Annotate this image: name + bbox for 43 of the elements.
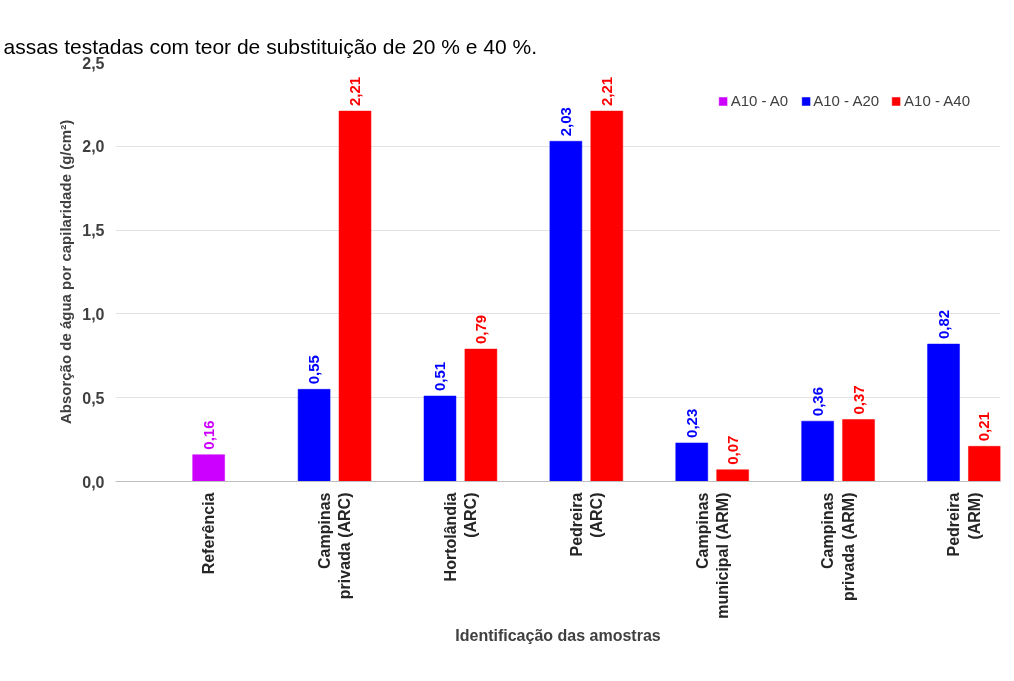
bar bbox=[423, 395, 457, 482]
data-label: 0,79 bbox=[471, 314, 489, 345]
x-tick-label: Campinas privada (ARM) bbox=[819, 492, 857, 601]
bar bbox=[590, 110, 624, 482]
data-label: 0,23 bbox=[682, 408, 700, 438]
x-tick-label: Referência bbox=[200, 492, 218, 575]
y-tick-label: 0,0 bbox=[82, 473, 105, 491]
x-tick-label: Campinas municipal (ARM) bbox=[693, 492, 731, 619]
bar bbox=[192, 454, 225, 482]
x-tick-label: Campinas privada (ARC) bbox=[315, 492, 354, 600]
bar bbox=[968, 446, 1001, 482]
bar bbox=[842, 419, 875, 482]
data-label: 0,16 bbox=[199, 420, 217, 450]
bar bbox=[338, 110, 372, 482]
data-label: 0,21 bbox=[975, 412, 993, 442]
y-tick-label: 1,5 bbox=[82, 222, 105, 240]
data-label: 0,55 bbox=[305, 355, 323, 385]
y-tick-label: 0,5 bbox=[82, 389, 105, 407]
bar bbox=[549, 141, 583, 482]
x-axis-title: Identificação das amostras bbox=[455, 626, 661, 644]
legend-label: A10 - A0 bbox=[730, 92, 789, 109]
legend-label: A10 - A20 bbox=[813, 92, 880, 109]
data-label: 0,36 bbox=[808, 386, 826, 417]
bar bbox=[464, 348, 498, 482]
y-axis-title: Absorção de água por capilaridade (g/cm²) bbox=[57, 119, 75, 425]
data-label: 0,51 bbox=[430, 361, 448, 392]
data-label: 0,07 bbox=[723, 435, 741, 465]
data-label: 2,21 bbox=[346, 76, 363, 107]
bar bbox=[716, 469, 749, 482]
data-label: 2,03 bbox=[556, 107, 574, 137]
x-tick-label: Hortolândia (ARC) bbox=[441, 492, 480, 582]
y-tick-label: 1,0 bbox=[82, 305, 105, 323]
x-tick-label: Pedreira (ARM) bbox=[945, 492, 983, 557]
data-label: 2,21 bbox=[597, 76, 615, 107]
x-tick-label: Pedreira (ARC) bbox=[567, 492, 606, 557]
data-label: 0,82 bbox=[934, 309, 952, 340]
legend-label: A10 - A40 bbox=[904, 92, 970, 109]
y-tick-label: 2,0 bbox=[82, 138, 105, 156]
bar bbox=[801, 420, 834, 482]
data-label: 0,37 bbox=[849, 385, 867, 415]
bar bbox=[927, 343, 960, 482]
bar bbox=[675, 442, 708, 482]
bar bbox=[297, 389, 331, 482]
